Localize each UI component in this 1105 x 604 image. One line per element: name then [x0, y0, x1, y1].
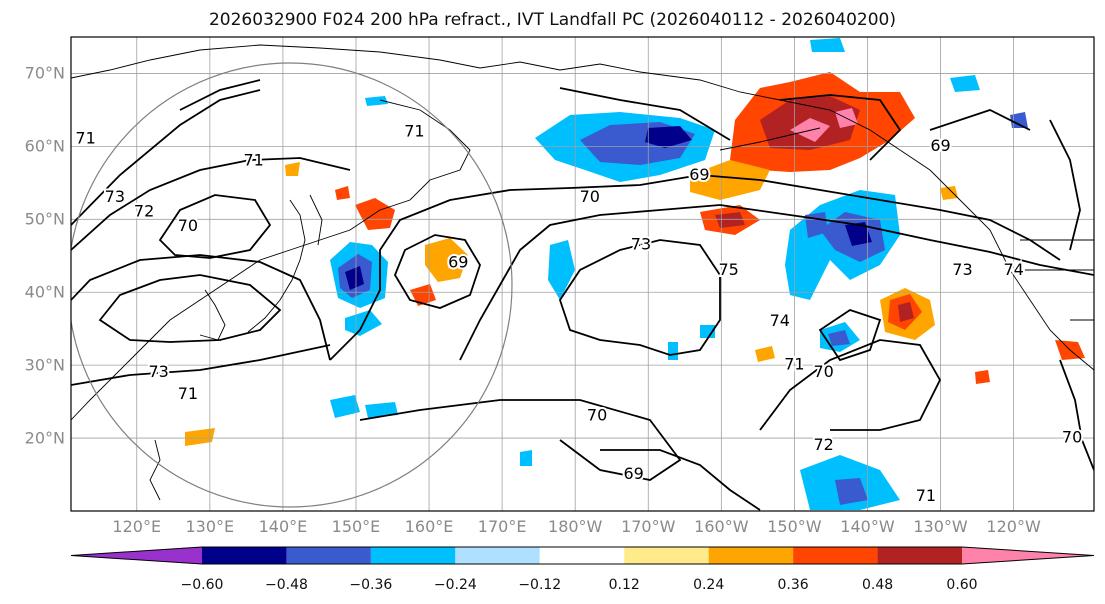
colorbar-segment [455, 547, 540, 564]
latitude-label: 30°N [24, 355, 65, 375]
colorbar-tick-label: 0.48 [861, 577, 894, 593]
contour-lines [71, 79, 1094, 511]
latitude-label: 20°N [24, 428, 65, 448]
colorbar-tick-label: 0.60 [946, 577, 978, 593]
colorbar-outline [70, 546, 1095, 565]
contour-label: 69 [623, 464, 643, 483]
contour-label: 69 [930, 136, 950, 155]
colorbar-tick-label: −0.12 [518, 577, 562, 593]
longitude-label: 160°W [694, 517, 749, 536]
contour-label: 70 [587, 406, 607, 425]
longitude-label: 160°E [404, 517, 454, 536]
contour-label: 69 [689, 165, 709, 184]
longitude-label: 150°W [767, 517, 822, 536]
colorbar-tick-label: −0.36 [349, 577, 393, 593]
contour-label: 75 [718, 260, 738, 279]
contour-label: 74 [770, 311, 790, 330]
longitude-label: 120°W [986, 517, 1041, 536]
contour-label: 71 [784, 355, 804, 374]
contour-label: 71 [404, 121, 424, 140]
longitude-label: 170°W [621, 517, 676, 536]
contour-label: 73 [952, 260, 972, 279]
longitude-label: 150°E [331, 517, 381, 536]
colorbar-segment [370, 547, 456, 564]
colorbar-tick-label: 0.24 [693, 577, 725, 593]
contour-label: 73 [149, 362, 169, 381]
latitude-label: 60°N [24, 136, 65, 156]
longitude-label: 170°E [477, 517, 527, 536]
colorbar-segment [202, 547, 287, 564]
map-title: 2026032900 F024 200 hPa refract., IVT La… [208, 10, 896, 30]
gridlines [71, 37, 1094, 511]
colorbar-segment [539, 547, 625, 564]
latitude-label: 40°N [24, 282, 65, 302]
colorbar-tick-label: 0.36 [777, 577, 809, 593]
contour-label: 70 [580, 187, 600, 206]
longitude-label: 140°W [840, 517, 895, 536]
contour-label: 70 [1062, 428, 1082, 447]
colorbar-extend-low [71, 547, 202, 564]
latitude-label: 70°N [24, 63, 65, 83]
colorbar-tick-label: −0.24 [433, 577, 477, 593]
colorbar-tick-label: −0.48 [264, 577, 308, 593]
contour-label: 71 [178, 384, 198, 403]
colorbar-tick-label: −0.60 [180, 577, 224, 593]
contour-label: 71 [916, 486, 936, 505]
contour-label: 73 [105, 187, 125, 206]
contour-label: 72 [813, 435, 833, 454]
contour-label: 74 [1003, 260, 1023, 279]
longitude-label: 130°E [185, 517, 235, 536]
latitude-label: 50°N [24, 209, 65, 229]
colorbar-segment [877, 547, 962, 564]
contour-label: 71 [75, 129, 95, 148]
colorbar-segment [708, 547, 794, 564]
colorbar-extend-high [962, 547, 1094, 564]
contour-label: 71 [243, 150, 263, 169]
colorbar-segment [624, 547, 709, 564]
longitude-label: 140°E [258, 517, 308, 536]
map-frame [70, 36, 1095, 512]
contour-label: 69 [448, 253, 468, 272]
longitude-label: 130°W [913, 517, 968, 536]
colorbar-segment [793, 547, 878, 564]
longitude-label: 120°E [112, 517, 162, 536]
contour-labels: 71 73 72 70 71 71 69 70 73 69 75 74 71 70 72 73 74 69 71 73… [73, 119, 1084, 507]
colorbar [70, 546, 1095, 565]
contour-label: 70 [813, 362, 833, 381]
longitude-label: 180°W [548, 517, 603, 536]
contour-label: 70 [178, 216, 198, 235]
contour-label: 72 [134, 202, 154, 221]
shading-layer [185, 38, 1085, 510]
distance-circle [71, 62, 513, 508]
contour-label: 73 [631, 234, 651, 253]
colorbar-tick-label: 0.12 [608, 577, 640, 593]
colorbar-segment [286, 547, 371, 564]
